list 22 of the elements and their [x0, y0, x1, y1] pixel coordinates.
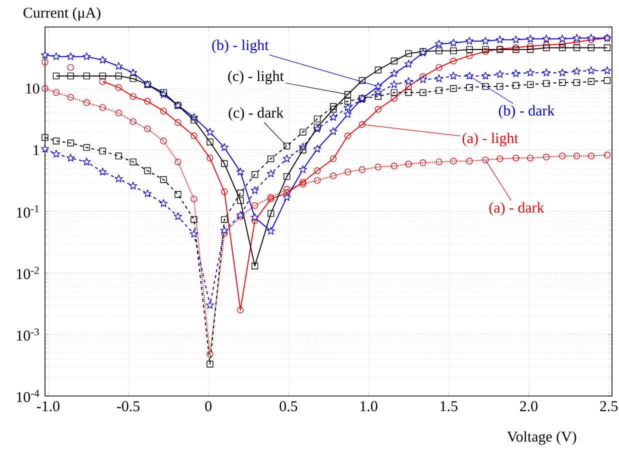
y-tick-label: 1: [34, 145, 39, 155]
x-tick-label: 2.5: [600, 401, 618, 412]
annotation: (a) - light: [462, 132, 518, 146]
x-tick-label: -1.0: [36, 401, 60, 412]
x-tick-label: 0.5: [280, 401, 298, 412]
x-tick-label: 2.0: [520, 401, 538, 412]
annotation: (a) - dark: [489, 202, 544, 216]
annotation: (c) - light: [228, 70, 284, 84]
y-axis-title: Current (μA): [24, 7, 100, 21]
x-tick-label: 1.5: [440, 401, 458, 412]
y-tick-label: 10$^{-4}$: [16, 390, 40, 402]
y-tick-label: 10$^{-3}$: [16, 328, 39, 341]
x-tick-label: 0: [205, 401, 212, 412]
y-tick-label: 10$^{-1}$: [16, 205, 39, 218]
annotation: (c) - dark: [228, 107, 284, 121]
x-tick-label: -0.5: [117, 401, 140, 412]
y-tick-label: 10: [26, 83, 40, 94]
y-tick-label: 10$^{-2}$: [16, 266, 39, 280]
x-tick-label: 1.0: [360, 401, 378, 412]
x-axis-title: Voltage (V): [507, 431, 576, 445]
annotation: (b) - light: [212, 40, 269, 54]
annotation: (b) - dark: [498, 105, 555, 119]
